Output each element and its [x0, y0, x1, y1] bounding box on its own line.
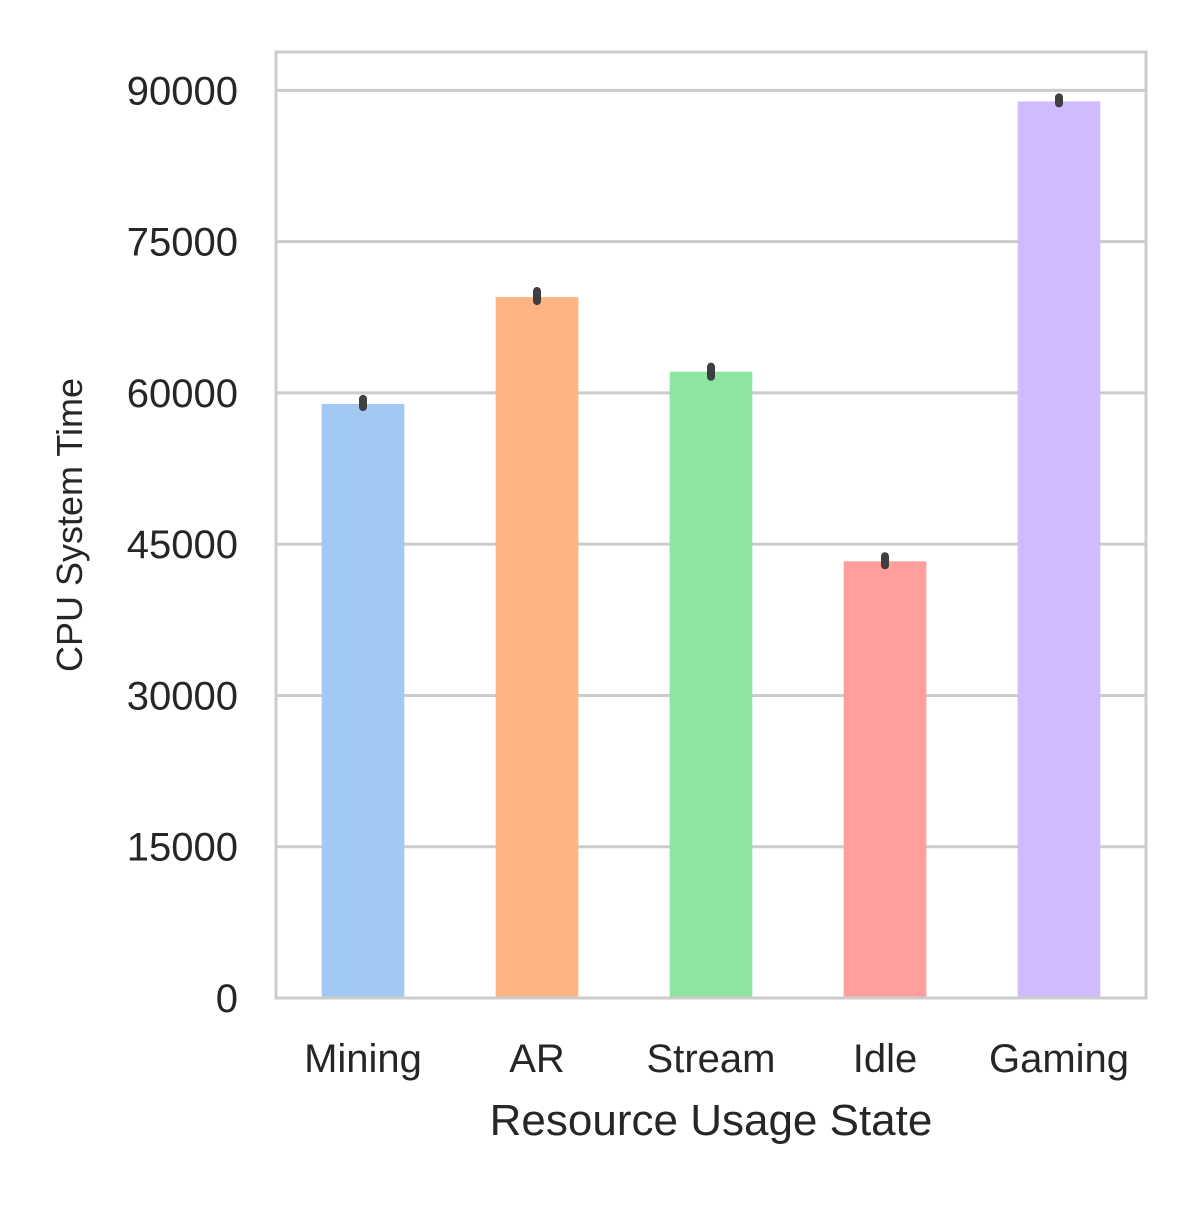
bar-mining — [321, 403, 405, 998]
bar-gaming — [1017, 101, 1101, 998]
bar-ar — [495, 297, 579, 998]
x-tick-label: Mining — [304, 1037, 422, 1081]
y-tick-label: 45000 — [127, 523, 238, 567]
bars — [321, 101, 1101, 998]
bar-stream — [669, 371, 753, 998]
y-tick-label: 60000 — [127, 372, 238, 416]
y-tick-label: 0 — [216, 977, 238, 1021]
error-bars — [359, 93, 1063, 570]
x-axis-title: Resource Usage State — [490, 1096, 933, 1145]
x-tick-label: Stream — [647, 1037, 776, 1081]
x-tick-labels: Mining AR Stream Idle Gaming — [304, 1037, 1129, 1081]
y-tick-labels: 0 15000 30000 45000 60000 75000 90000 — [127, 69, 238, 1021]
y-tick-label: 90000 — [127, 69, 238, 113]
y-tick-label: 15000 — [127, 826, 238, 870]
y-tick-label: 30000 — [127, 674, 238, 718]
x-tick-label: Idle — [853, 1037, 918, 1081]
x-tick-label: Gaming — [989, 1037, 1129, 1081]
y-tick-label: 75000 — [127, 221, 238, 265]
x-tick-label: AR — [509, 1037, 565, 1081]
y-axis-title: CPU System Time — [49, 378, 90, 672]
bar-idle — [843, 561, 927, 998]
plot-frame — [274, 50, 1148, 1000]
